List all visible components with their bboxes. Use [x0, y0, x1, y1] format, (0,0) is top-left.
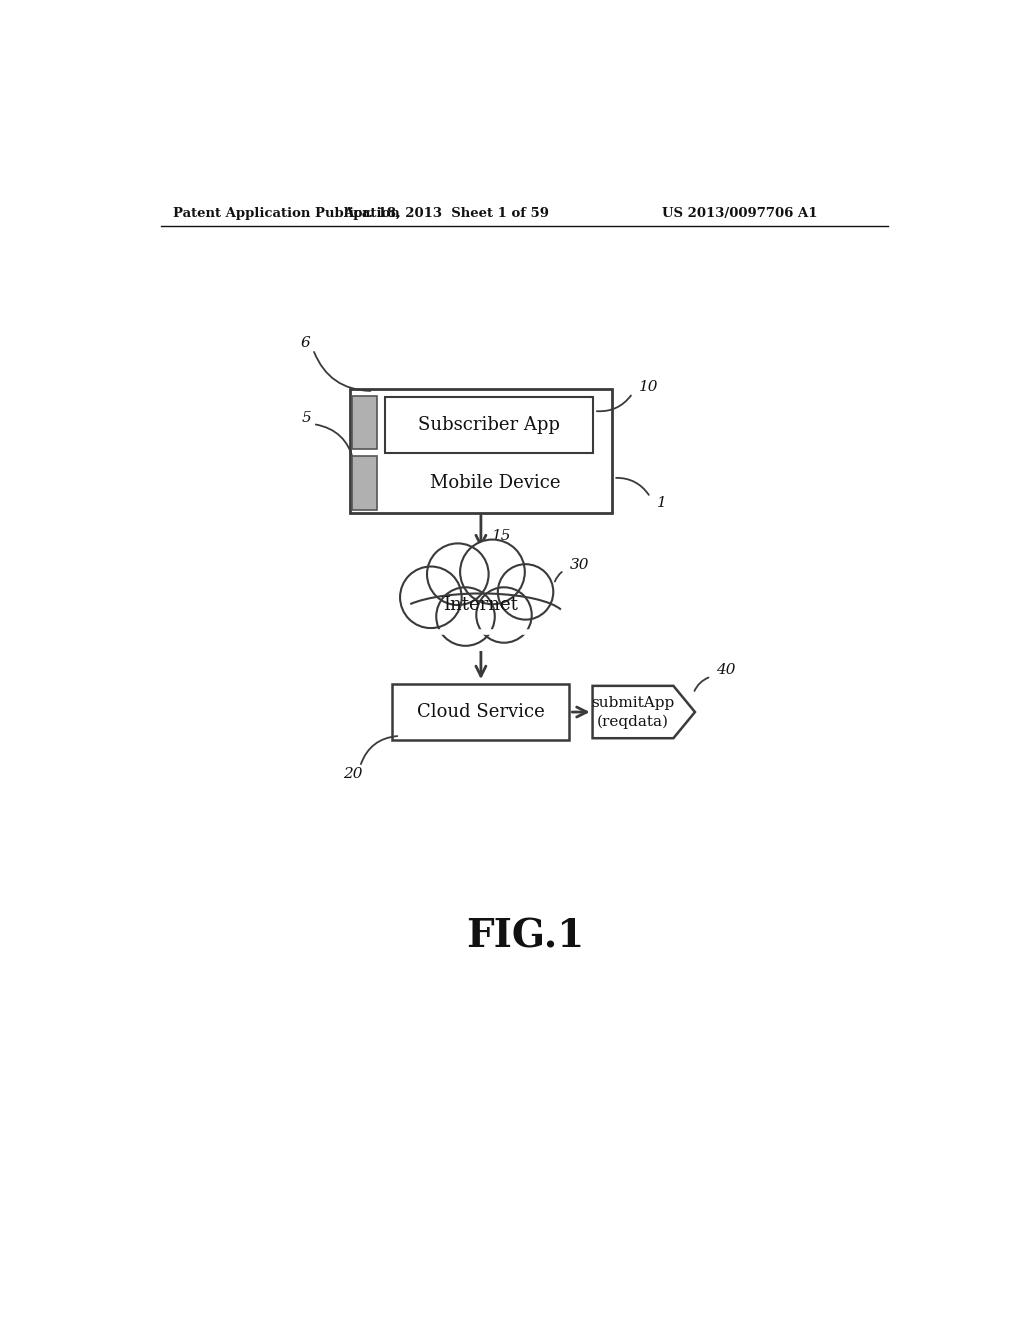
Text: US 2013/0097706 A1: US 2013/0097706 A1 [662, 207, 817, 220]
Circle shape [460, 540, 525, 605]
Bar [396, 605, 565, 651]
FancyBboxPatch shape [352, 396, 377, 449]
Text: 1: 1 [656, 496, 667, 511]
FancyBboxPatch shape [352, 455, 377, 510]
Text: Subscriber App: Subscriber App [418, 416, 559, 434]
Text: 30: 30 [569, 558, 589, 572]
Polygon shape [593, 686, 695, 738]
Text: 40: 40 [717, 664, 736, 677]
FancyBboxPatch shape [350, 389, 611, 512]
Text: 10: 10 [639, 380, 658, 395]
Text: Patent Application Publication: Patent Application Publication [173, 207, 399, 220]
FancyBboxPatch shape [392, 684, 569, 739]
Circle shape [427, 544, 488, 605]
Text: Mobile Device: Mobile Device [429, 474, 560, 492]
Circle shape [476, 587, 531, 643]
Circle shape [400, 566, 462, 628]
Text: 5: 5 [301, 411, 311, 425]
Text: submitApp
(reqdata): submitApp (reqdata) [592, 696, 675, 729]
Circle shape [436, 587, 495, 645]
FancyBboxPatch shape [385, 397, 593, 453]
Text: Cloud Service: Cloud Service [417, 704, 545, 721]
Text: Internet: Internet [443, 597, 518, 614]
Text: 6: 6 [300, 337, 310, 350]
Text: FIG.1: FIG.1 [466, 917, 584, 956]
Text: 15: 15 [492, 529, 511, 543]
Text: Apr. 18, 2013  Sheet 1 of 59: Apr. 18, 2013 Sheet 1 of 59 [343, 207, 549, 220]
Text: 20: 20 [343, 767, 362, 780]
Circle shape [498, 564, 553, 619]
